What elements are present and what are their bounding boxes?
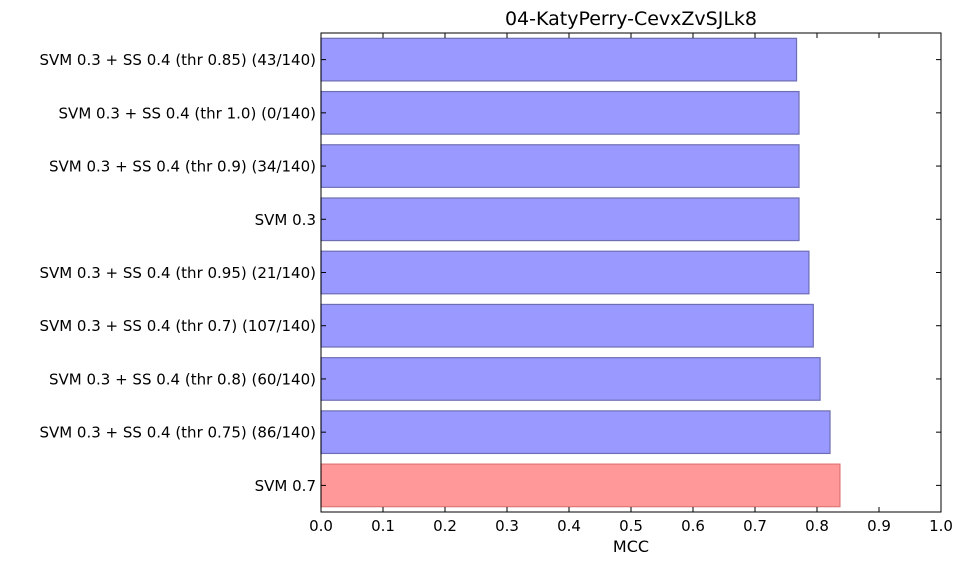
x-tick-label: 0.9 bbox=[867, 517, 891, 535]
category-label: SVM 0.3 + SS 0.4 (thr 0.7) (107/140) bbox=[39, 317, 316, 335]
x-tick-label: 0.5 bbox=[619, 517, 643, 535]
x-tick-label: 0.7 bbox=[743, 517, 767, 535]
x-tick-label: 0.3 bbox=[495, 517, 519, 535]
bar bbox=[320, 90, 800, 135]
category-label: SVM 0.7 bbox=[255, 477, 316, 495]
x-axis-label: MCC bbox=[613, 537, 649, 556]
bar bbox=[320, 357, 821, 401]
bar bbox=[320, 303, 814, 348]
category-label: SVM 0.3 + SS 0.4 (thr 1.0) (0/140) bbox=[59, 104, 316, 122]
x-tick-label: 0.1 bbox=[371, 517, 395, 535]
x-tick-label: 0.6 bbox=[681, 517, 705, 535]
bar bbox=[320, 197, 800, 242]
x-tick-label: 1.0 bbox=[929, 517, 953, 535]
bar bbox=[320, 250, 810, 295]
plot-frame bbox=[320, 32, 942, 513]
chart-title: 04-KatyPerry-CevxZvSJLk8 bbox=[505, 8, 757, 30]
bar bbox=[320, 410, 831, 455]
x-tick-label: 0.8 bbox=[805, 517, 829, 535]
category-label: SVM 0.3 + SS 0.4 (thr 0.75) (86/140) bbox=[39, 424, 316, 442]
x-tick-label: 0.0 bbox=[309, 517, 333, 535]
category-label: SVM 0.3 + SS 0.4 (thr 0.95) (21/140) bbox=[39, 264, 316, 282]
category-label: SVM 0.3 + SS 0.4 (thr 0.85) (43/140) bbox=[39, 51, 316, 69]
category-labels-group: SVM 0.3 + SS 0.4 (thr 0.85) (43/140) SVM … bbox=[39, 51, 941, 495]
category-label: SVM 0.3 + SS 0.4 (thr 0.9) (34/140) bbox=[49, 158, 316, 176]
bars-group bbox=[320, 37, 841, 508]
x-tick-label: 0.2 bbox=[433, 517, 457, 535]
bar bbox=[320, 144, 800, 188]
bar bbox=[320, 37, 798, 82]
category-label: SVM 0.3 + SS 0.4 (thr 0.8) (60/140) bbox=[49, 370, 316, 388]
category-label: SVM 0.3 bbox=[255, 211, 316, 229]
x-ticks-group: 0.0 0.1 0.2 0.3 0.4 0.5 0.6 0.7 0.8 0.9 1.0 bbox=[309, 33, 953, 535]
x-tick-label: 0.4 bbox=[557, 517, 581, 535]
bar bbox=[320, 463, 841, 508]
